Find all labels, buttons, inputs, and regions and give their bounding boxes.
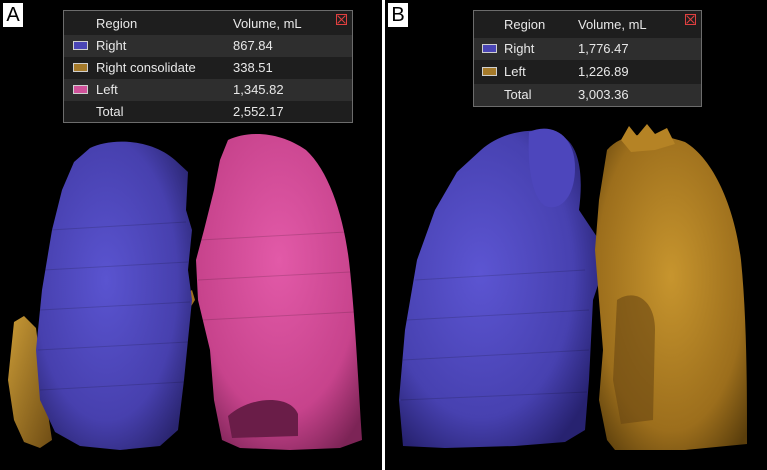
- header-region: Region: [504, 17, 546, 32]
- right-consolidate-region-a: [8, 316, 52, 448]
- region-volume: 1,776.47: [578, 41, 629, 56]
- region-name: Right: [96, 38, 127, 53]
- total-volume: 3,003.36: [578, 87, 629, 102]
- table-total-row: Total 2,552.17: [64, 101, 352, 123]
- right-lung-region-a: [36, 141, 192, 450]
- region-name: Right consolidate: [96, 60, 196, 75]
- region-name: Left: [504, 64, 526, 79]
- color-swatch: [73, 85, 88, 94]
- close-icon[interactable]: [685, 14, 696, 25]
- lung-render-a: [8, 134, 362, 450]
- left-lung-cavity-a: [228, 399, 298, 438]
- table-row: Left 1,345.82: [64, 79, 352, 101]
- left-lung-shadow-b: [613, 295, 655, 424]
- color-swatch: [482, 44, 497, 53]
- region-volume: 867.84: [233, 38, 273, 53]
- table-row: Right consolidate 338.51: [64, 57, 352, 79]
- left-lung-region-a: [196, 134, 362, 450]
- volume-table-b: Region Volume, mL Right 1,776.47 Left 1,…: [473, 10, 702, 107]
- right-lung-upper-lobe-b: [528, 128, 575, 208]
- region-volume: 338.51: [233, 60, 273, 75]
- region-name: Left: [96, 82, 118, 97]
- region-volume: 1,226.89: [578, 64, 629, 79]
- table-total-row: Total 3,003.36: [474, 84, 701, 106]
- region-name: Right: [504, 41, 535, 56]
- header-volume: Volume, mL: [578, 17, 647, 32]
- color-swatch: [73, 41, 88, 50]
- region-volume: 1,345.82: [233, 82, 284, 97]
- volume-table-a: Region Volume, mL Right 867.84 Right con…: [63, 10, 353, 123]
- lung-render-b: [399, 124, 747, 450]
- panel-a: A Region Volume, mL Right 867.84 Right c…: [0, 0, 382, 470]
- table-row: Right 1,776.47: [474, 38, 701, 60]
- close-icon[interactable]: [336, 14, 347, 25]
- left-lung-apex-b: [621, 124, 675, 152]
- table-header-row: Region Volume, mL: [474, 14, 701, 36]
- panel-label-b: B: [388, 3, 408, 27]
- total-label: Total: [504, 87, 532, 102]
- table-row: Left 1,226.89: [474, 61, 701, 83]
- panel-b: B Region Volume, mL Right 1,776.47 Left …: [385, 0, 767, 470]
- total-label: Total: [96, 104, 124, 119]
- color-swatch: [73, 63, 88, 72]
- color-swatch: [482, 67, 497, 76]
- header-region: Region: [96, 16, 138, 31]
- header-volume: Volume, mL: [233, 16, 302, 31]
- panel-label-a: A: [3, 3, 23, 27]
- right-lung-region-b: [399, 130, 603, 449]
- table-row: Right 867.84: [64, 35, 352, 57]
- table-header-row: Region Volume, mL: [64, 13, 352, 35]
- total-volume: 2,552.17: [233, 104, 284, 119]
